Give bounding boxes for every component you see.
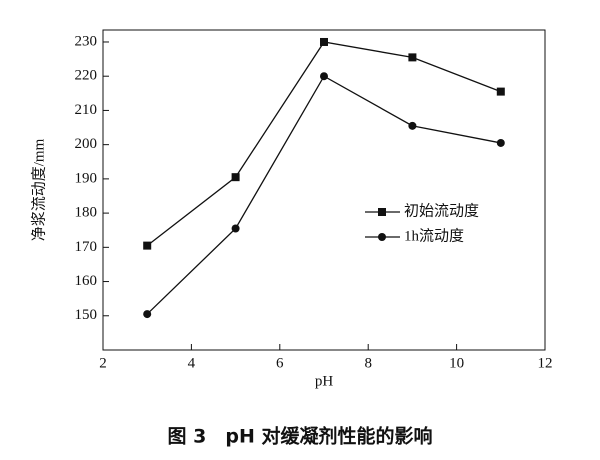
y-axis-label: 净浆流动度/mm — [29, 138, 47, 241]
y-tick-label: 230 — [75, 33, 98, 49]
y-tick-label: 200 — [75, 136, 98, 152]
marker — [231, 224, 240, 233]
y-tick-label: 160 — [75, 273, 98, 289]
plot-frame — [102, 29, 546, 351]
marker — [320, 37, 328, 46]
series-line — [146, 75, 501, 315]
marker — [496, 87, 505, 96]
marker — [378, 208, 386, 216]
marker — [378, 233, 386, 241]
y-tick-label: 150 — [75, 307, 98, 323]
caption: 图 3 pH 对缓凝剂性能的影响 — [168, 425, 433, 448]
marker — [231, 173, 240, 182]
y-tick-label: 170 — [75, 239, 98, 255]
marker — [320, 72, 328, 81]
marker — [143, 310, 152, 319]
marker — [143, 241, 152, 250]
x-axis-label: pH — [315, 373, 334, 389]
marker — [496, 138, 505, 147]
x-tick-label: 6 — [276, 355, 284, 371]
marker — [408, 53, 417, 62]
x-tick-label: 10 — [449, 355, 464, 371]
marker — [408, 121, 417, 130]
x-tick-label: 4 — [188, 355, 196, 371]
x-tick-label: 2 — [99, 355, 107, 371]
y-tick-label: 210 — [75, 102, 98, 118]
legend-label: 1h流动度 — [404, 227, 464, 244]
legend-label: 初始流动度 — [404, 202, 479, 219]
y-tick-label: 180 — [75, 205, 98, 221]
x-tick-label: 12 — [538, 355, 553, 371]
x-tick-label: 8 — [364, 355, 372, 371]
y-tick-label: 220 — [75, 68, 98, 84]
y-tick-label: 190 — [75, 170, 98, 186]
